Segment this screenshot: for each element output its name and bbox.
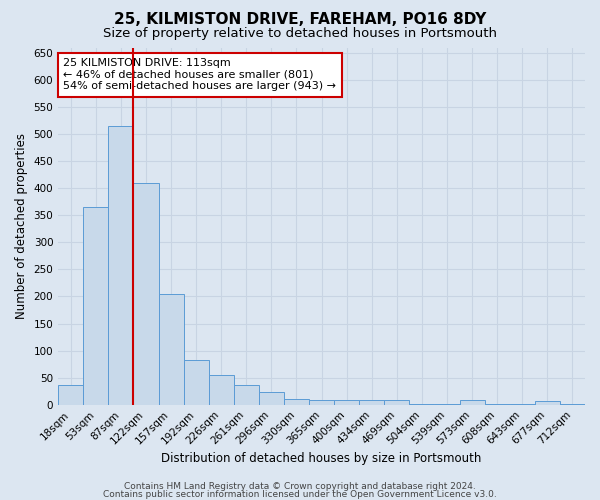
Text: Size of property relative to detached houses in Portsmouth: Size of property relative to detached ho…	[103, 28, 497, 40]
Bar	[158, 294, 184, 405]
Text: Contains HM Land Registry data © Crown copyright and database right 2024.: Contains HM Land Registry data © Crown c…	[124, 482, 476, 491]
Y-axis label: Number of detached properties: Number of detached properties	[15, 133, 28, 319]
Bar	[259, 392, 284, 404]
Bar	[334, 400, 359, 404]
Bar	[83, 207, 109, 404]
Bar	[535, 401, 560, 404]
Bar	[184, 360, 209, 405]
Bar	[359, 400, 385, 404]
Bar	[309, 400, 334, 404]
Bar	[133, 183, 158, 404]
Bar	[385, 400, 409, 404]
Text: Contains public sector information licensed under the Open Government Licence v3: Contains public sector information licen…	[103, 490, 497, 499]
Text: 25 KILMISTON DRIVE: 113sqm
← 46% of detached houses are smaller (801)
54% of sem: 25 KILMISTON DRIVE: 113sqm ← 46% of deta…	[64, 58, 337, 92]
Bar	[58, 384, 83, 404]
Bar	[234, 385, 259, 404]
Text: 25, KILMISTON DRIVE, FAREHAM, PO16 8DY: 25, KILMISTON DRIVE, FAREHAM, PO16 8DY	[114, 12, 486, 28]
X-axis label: Distribution of detached houses by size in Portsmouth: Distribution of detached houses by size …	[161, 452, 482, 465]
Bar	[460, 400, 485, 404]
Bar	[109, 126, 133, 404]
Bar	[209, 376, 234, 404]
Bar	[284, 400, 309, 404]
